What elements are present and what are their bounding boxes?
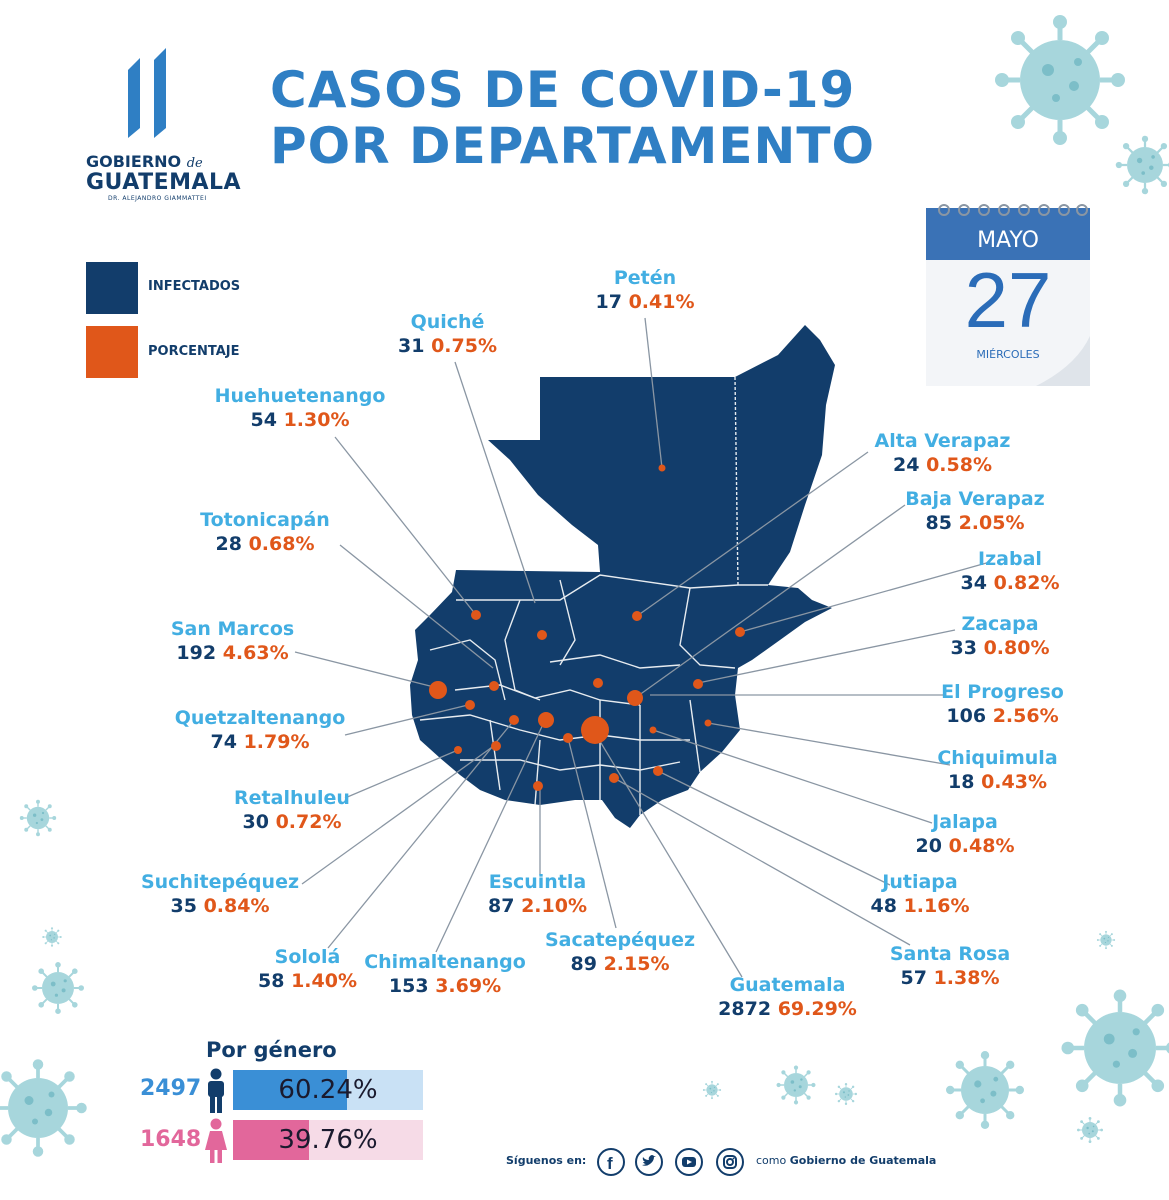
bubble-baja-verapaz bbox=[593, 678, 603, 688]
title-line-1: CASOS DE COVID-19 bbox=[270, 61, 856, 119]
bubble-peten bbox=[658, 464, 666, 472]
calendar-weekday: MIÉRCOLES bbox=[976, 348, 1040, 361]
bubble-sacatepequez bbox=[563, 733, 573, 743]
female-icon bbox=[205, 1118, 227, 1163]
virus-illustration-small bbox=[775, 1064, 817, 1106]
bubble-quiche bbox=[537, 630, 547, 640]
leader-lines bbox=[294, 317, 991, 978]
dept-label-el-progreso: El Progreso 106 2.56% bbox=[941, 681, 1064, 727]
virus-illustration-small bbox=[1114, 134, 1169, 196]
legend-swatch-percent bbox=[86, 326, 138, 378]
female-bar-fill bbox=[233, 1120, 309, 1160]
virus-illustration-small bbox=[30, 960, 86, 1016]
virus-illustration-small bbox=[1096, 930, 1116, 950]
dept-label-san-marcos: San Marcos 192 4.63% bbox=[170, 618, 295, 664]
virus-illustration-bottom-right bbox=[1062, 990, 1169, 1107]
calendar-day: 27 bbox=[964, 256, 1052, 344]
calendar-month: MAYO bbox=[977, 228, 1039, 253]
bubble-santa-rosa bbox=[609, 773, 619, 783]
logo-text-gobierno: GOBIERNO de bbox=[86, 152, 203, 171]
virus-illustration-bottom-left bbox=[0, 1057, 89, 1159]
calendar-icon bbox=[926, 204, 1090, 386]
dept-label-quetzaltenango: Quetzaltenango 74 1.79% bbox=[174, 707, 346, 753]
page-title: CASOS DE COVID-19 POR DEPARTAMENTO bbox=[270, 62, 970, 174]
male-percent-bar: 60.24% bbox=[233, 1070, 423, 1110]
bubble-totonicapan bbox=[489, 681, 499, 691]
legend-label-percent: PORCENTAJE bbox=[148, 344, 240, 359]
virus-illustration bbox=[944, 1049, 1026, 1131]
bubble-san-marcos bbox=[429, 681, 447, 699]
dept-label-quiche: Quiché 31 0.75% bbox=[398, 311, 497, 357]
dept-label-alta-verapaz: Alta Verapaz 24 0.58% bbox=[874, 430, 1011, 476]
dept-label-izabal: Izabal 34 0.82% bbox=[960, 548, 1060, 594]
dept-label-escuintla: Escuintla 87 2.10% bbox=[488, 871, 587, 917]
dept-label-chiquimula: Chiquimula 18 0.43% bbox=[937, 747, 1058, 793]
bubble-guatemala bbox=[581, 716, 609, 744]
government-logo-icon bbox=[128, 48, 166, 138]
female-percent-bar: 39.76% bbox=[233, 1120, 423, 1160]
svg-text:f: f bbox=[607, 1154, 613, 1173]
dept-label-huehuetenango: Huehuetenango 54 1.30% bbox=[214, 385, 386, 431]
dept-label-solola: Sololá 58 1.40% bbox=[258, 946, 357, 992]
title-line-2: POR DEPARTAMENTO bbox=[270, 117, 876, 175]
case-bubbles bbox=[429, 464, 745, 791]
bubble-chimaltenango bbox=[538, 712, 554, 728]
bubble-izabal bbox=[735, 627, 745, 637]
guatemala-silhouette bbox=[410, 325, 835, 828]
virus-illustration-small bbox=[702, 1080, 722, 1100]
dept-label-suchitepequez: Suchitepéquez 35 0.84% bbox=[140, 871, 300, 917]
bubble-jutiapa bbox=[653, 766, 663, 776]
bubble-suchitepequez bbox=[491, 741, 501, 751]
dept-label-chimaltenango: Chimaltenango 153 3.69% bbox=[364, 951, 526, 997]
youtube-icon[interactable] bbox=[675, 1148, 703, 1176]
male-count: 2497 bbox=[140, 1076, 202, 1101]
dept-label-jalapa: Jalapa 20 0.48% bbox=[915, 811, 1015, 857]
logo-text-president: DR. ALEJANDRO GIAMMATTEI bbox=[108, 195, 207, 202]
virus-illustration-small bbox=[1076, 1116, 1104, 1144]
legend-swatch-infected bbox=[86, 262, 138, 314]
department-borders bbox=[419, 376, 768, 815]
dept-label-zacapa: Zacapa 33 0.80% bbox=[950, 613, 1050, 659]
female-count: 1648 bbox=[140, 1127, 202, 1152]
dept-label-baja-verapaz: Baja Verapaz 85 2.05% bbox=[905, 488, 1045, 534]
bubble-retalhuleu bbox=[454, 746, 462, 754]
facebook-icon[interactable]: f bbox=[597, 1148, 625, 1176]
gender-section-title: Por género bbox=[206, 1038, 337, 1062]
virus-illustration-small bbox=[19, 799, 57, 837]
dept-label-jutiapa: Jutiapa 48 1.16% bbox=[870, 871, 970, 917]
twitter-icon[interactable] bbox=[635, 1148, 663, 1176]
dept-label-guatemala: Guatemala 2872 69.29% bbox=[718, 974, 857, 1020]
legend-label-infected: INFECTADOS bbox=[148, 279, 241, 294]
virus-illustration-top-right bbox=[995, 15, 1125, 145]
bubble-escuintla bbox=[533, 781, 543, 791]
social-account-label: como Gobierno de Guatemala bbox=[756, 1154, 937, 1167]
dept-label-sacatepequez: Sacatepéquez 89 2.15% bbox=[544, 929, 696, 975]
bubble-el-progreso bbox=[627, 690, 643, 706]
bubble-zacapa bbox=[693, 679, 703, 689]
bubble-jalapa bbox=[649, 726, 657, 734]
male-bar-fill bbox=[233, 1070, 347, 1110]
dept-label-santa-rosa: Santa Rosa 57 1.38% bbox=[889, 943, 1011, 989]
virus-illustration-small bbox=[834, 1082, 858, 1106]
social-follow-label: Síguenos en: bbox=[506, 1154, 587, 1167]
virus-illustration-small bbox=[41, 926, 63, 948]
bubble-chiquimula bbox=[704, 719, 712, 727]
dept-label-retalhuleu: Retalhuleu 30 0.72% bbox=[234, 787, 350, 833]
female-percent-label: 39.76% bbox=[278, 1125, 378, 1155]
bubble-huehuetenango bbox=[471, 610, 481, 620]
male-percent-label: 60.24% bbox=[278, 1075, 378, 1105]
male-icon bbox=[208, 1068, 224, 1113]
bubble-quetzaltenango bbox=[465, 700, 475, 710]
bubble-solola bbox=[509, 715, 519, 725]
bubble-alta-verapaz bbox=[632, 611, 642, 621]
dept-label-totonicapan: Totonicapán 28 0.68% bbox=[200, 509, 330, 555]
dept-label-peten: Petén 17 0.41% bbox=[595, 267, 695, 313]
logo-text-guatemala: GUATEMALA bbox=[86, 170, 242, 195]
instagram-icon[interactable] bbox=[716, 1148, 744, 1176]
